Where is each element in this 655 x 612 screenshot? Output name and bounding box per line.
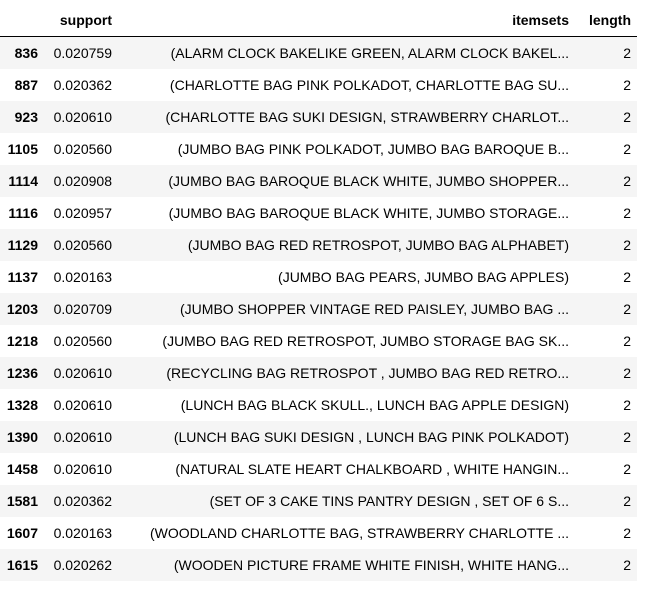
- table-row: 1105 0.020560 (JUMBO BAG PINK POLKADOT, JU…: [0, 133, 637, 165]
- table-row: 1218 0.020560 (JUMBO BAG RED RETROSPOT, JU…: [0, 325, 637, 357]
- row-index: 1581: [6, 493, 38, 509]
- row-index: 1218: [6, 333, 38, 349]
- table-row: 887 0.020362 (CHARLOTTE BAG PINK POLKADOT,…: [0, 69, 637, 101]
- length-cell: 2: [623, 269, 631, 285]
- row-index: 1236: [6, 365, 38, 381]
- header-index: [0, 4, 44, 37]
- itemsets-cell: (JUMBO BAG PEARS, JUMBO BAG APPLES): [278, 269, 569, 285]
- table-row: 1607 0.020163 (WOODLAND CHARLOTTE BAG, STR…: [0, 517, 637, 549]
- dataframe-table: support itemsets length 836 0.020759 (ALAR…: [0, 4, 637, 581]
- row-index: 1607: [6, 525, 38, 541]
- support-cell: 0.020610: [53, 397, 112, 413]
- length-cell: 2: [623, 461, 631, 477]
- table-row: 1137 0.020163 (JUMBO BAG PEARS, JUMBO BAG …: [0, 261, 637, 293]
- length-cell: 2: [623, 365, 631, 381]
- table-row: 1458 0.020610 (NATURAL SLATE HEART CHALKBO…: [0, 453, 637, 485]
- row-index: 1114: [8, 173, 38, 189]
- table-row: 1236 0.020610 (RECYCLING BAG RETROSPOT , J…: [0, 357, 637, 389]
- table-row: 1390 0.020610 (LUNCH BAG SUKI DESIGN , LUN…: [0, 421, 637, 453]
- length-cell: 2: [623, 301, 631, 317]
- itemsets-cell: (NATURAL SLATE HEART CHALKBOARD , WHITE …: [175, 461, 569, 477]
- itemsets-cell: (CHARLOTTE BAG SUKI DESIGN, STRAWBERRY C…: [165, 109, 569, 125]
- header-support: support: [44, 4, 118, 37]
- table-row: 923 0.020610 (CHARLOTTE BAG SUKI DESIGN, S…: [0, 101, 637, 133]
- table-row: 1114 0.020908 (JUMBO BAG BAROQUE BLACK WHI…: [0, 165, 637, 197]
- support-cell: 0.020163: [53, 269, 112, 285]
- itemsets-cell: (RECYCLING BAG RETROSPOT , JUMBO BAG RED…: [166, 365, 569, 381]
- itemsets-cell: (WOODEN PICTURE FRAME WHITE FINISH, WHIT…: [173, 557, 569, 573]
- row-index: 923: [14, 109, 38, 125]
- row-index: 1458: [6, 461, 38, 477]
- length-cell: 2: [623, 333, 631, 349]
- table-row: 1615 0.020262 (WOODEN PICTURE FRAME WHITE …: [0, 549, 637, 581]
- itemsets-cell: (JUMBO SHOPPER VINTAGE RED PAISLEY, JUMB…: [180, 301, 569, 317]
- length-cell: 2: [623, 109, 631, 125]
- support-cell: 0.020610: [53, 461, 112, 477]
- table-row: 1581 0.020362 (SET OF 3 CAKE TINS PANTRY D…: [0, 485, 637, 517]
- length-cell: 2: [623, 237, 631, 253]
- itemsets-cell: (JUMBO BAG RED RETROSPOT, JUMBO STORAGE …: [162, 333, 569, 349]
- header-itemsets: itemsets: [118, 4, 575, 37]
- support-cell: 0.020560: [53, 141, 112, 157]
- row-index: 1615: [6, 557, 38, 573]
- length-cell: 2: [623, 397, 631, 413]
- itemsets-cell: (WOODLAND CHARLOTTE BAG, STRAWBERRY CHAR…: [149, 525, 569, 541]
- length-cell: 2: [623, 493, 631, 509]
- itemsets-cell: (SET OF 3 CAKE TINS PANTRY DESIGN , SET …: [209, 493, 569, 509]
- length-cell: 2: [623, 45, 631, 61]
- row-index: 1390: [6, 429, 38, 445]
- row-index: 887: [14, 77, 38, 93]
- support-cell: 0.020163: [53, 525, 112, 541]
- table-row: 836 0.020759 (ALARM CLOCK BAKELIKE GREEN, …: [0, 36, 637, 69]
- length-cell: 2: [623, 141, 631, 157]
- table-row: 1328 0.020610 (LUNCH BAG BLACK SKULL., LUN…: [0, 389, 637, 421]
- length-cell: 2: [623, 525, 631, 541]
- length-cell: 2: [623, 557, 631, 573]
- support-cell: 0.020560: [53, 237, 112, 253]
- length-cell: 2: [623, 173, 631, 189]
- support-cell: 0.020908: [53, 173, 112, 189]
- header-row: support itemsets length: [0, 4, 637, 37]
- itemsets-cell: (JUMBO BAG RED RETROSPOT, JUMBO BAG ALPH…: [187, 237, 569, 253]
- itemsets-cell: (JUMBO BAG BAROQUE BLACK WHITE, JUMBO SH…: [168, 173, 569, 189]
- itemsets-cell: (JUMBO BAG BAROQUE BLACK WHITE, JUMBO ST…: [168, 205, 569, 221]
- support-cell: 0.020362: [53, 77, 112, 93]
- support-cell: 0.020610: [53, 429, 112, 445]
- itemsets-cell: (LUNCH BAG SUKI DESIGN , LUNCH BAG PINK …: [173, 429, 569, 445]
- row-index: 1116: [8, 205, 38, 221]
- length-cell: 2: [623, 205, 631, 221]
- support-cell: 0.020362: [53, 493, 112, 509]
- table-row: 1203 0.020709 (JUMBO SHOPPER VINTAGE RED P…: [0, 293, 637, 325]
- support-cell: 0.020957: [53, 205, 112, 221]
- row-index: 1203: [6, 301, 38, 317]
- table-row: 1116 0.020957 (JUMBO BAG BAROQUE BLACK WHI…: [0, 197, 637, 229]
- row-index: 1129: [7, 237, 38, 253]
- itemsets-cell: (JUMBO BAG PINK POLKADOT, JUMBO BAG BARO…: [177, 141, 569, 157]
- support-cell: 0.020709: [53, 301, 112, 317]
- support-cell: 0.020610: [53, 109, 112, 125]
- row-index: 836: [14, 45, 38, 61]
- table-row: 1129 0.020560 (JUMBO BAG RED RETROSPOT, JU…: [0, 229, 637, 261]
- support-cell: 0.020759: [53, 45, 112, 61]
- table-body: 836 0.020759 (ALARM CLOCK BAKELIKE GREEN, …: [0, 36, 637, 581]
- support-cell: 0.020560: [53, 333, 112, 349]
- table-header: support itemsets length: [0, 4, 637, 37]
- row-index: 1105: [7, 141, 38, 157]
- row-index: 1137: [7, 269, 38, 285]
- itemsets-cell: (LUNCH BAG BLACK SKULL., LUNCH BAG APPLE…: [180, 397, 569, 413]
- header-length: length: [575, 4, 637, 37]
- length-cell: 2: [623, 77, 631, 93]
- support-cell: 0.020610: [53, 365, 112, 381]
- row-index: 1328: [6, 397, 38, 413]
- itemsets-cell: (CHARLOTTE BAG PINK POLKADOT, CHARLOTTE …: [169, 77, 569, 93]
- length-cell: 2: [623, 429, 631, 445]
- itemsets-cell: (ALARM CLOCK BAKELIKE GREEN, ALARM CLOCK…: [170, 45, 569, 61]
- support-cell: 0.020262: [53, 557, 112, 573]
